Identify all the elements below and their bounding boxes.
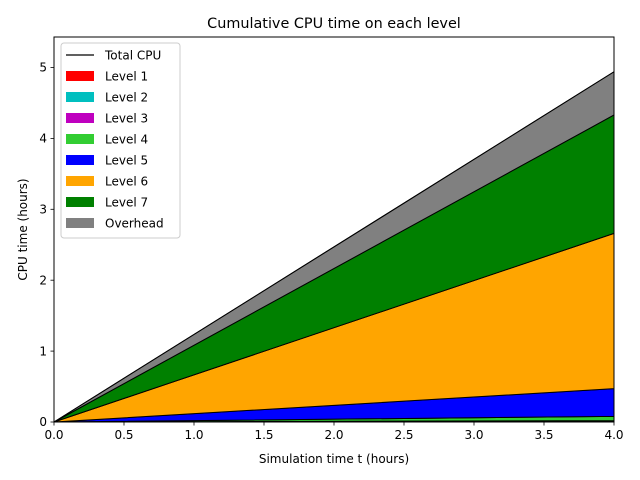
- legend-entry-overhead: Overhead: [66, 216, 164, 230]
- legend-label: Level 1: [105, 69, 148, 83]
- legend-label: Level 6: [105, 174, 148, 188]
- x-tick-label: 3.0: [464, 428, 483, 442]
- x-tick-label: 1.5: [254, 428, 273, 442]
- y-tick-label: 4: [39, 132, 47, 146]
- legend-entry-level-5: Level 5: [66, 153, 148, 167]
- y-axis-label: CPU time (hours): [16, 178, 30, 280]
- y-tick-label: 5: [39, 61, 47, 75]
- legend-color-swatch: [66, 134, 94, 144]
- legend-label: Level 3: [105, 111, 148, 125]
- legend-entry-level-2: Level 2: [66, 90, 148, 104]
- legend-color-swatch: [66, 176, 94, 186]
- legend-label: Level 2: [105, 90, 148, 104]
- legend-label: Level 5: [105, 153, 148, 167]
- y-tick-label: 0: [39, 415, 47, 429]
- legend-color-swatch: [66, 92, 94, 102]
- legend-entry-level-6: Level 6: [66, 174, 148, 188]
- x-tick-label: 4.0: [604, 428, 623, 442]
- legend-frame: [60, 42, 181, 239]
- legend-entry-level-3: Level 3: [66, 111, 148, 125]
- legend-label: Level 4: [105, 132, 148, 146]
- legend-entry-level-1: Level 1: [66, 69, 148, 83]
- total-line-layer: [53, 71, 615, 423]
- x-tick-label: 0.5: [114, 428, 133, 442]
- chart-title: Cumulative CPU time on each level: [207, 16, 461, 32]
- legend-label: Level 7: [105, 195, 148, 209]
- x-tick-label: 1.0: [184, 428, 203, 442]
- x-tick-label: 3.5: [534, 428, 553, 442]
- legend-entry-level-7: Level 7: [66, 195, 148, 209]
- y-tick-label: 3: [39, 202, 47, 216]
- y-tick-label: 2: [39, 273, 47, 287]
- x-axis-label: Simulation time t (hours): [259, 452, 409, 466]
- legend-label: Total CPU: [104, 48, 161, 62]
- legend-color-swatch: [66, 197, 94, 207]
- y-tick-label: 1: [39, 344, 47, 358]
- total-cpu-line: [53, 71, 615, 423]
- legend-label: Overhead: [105, 216, 164, 230]
- legend-color-swatch: [66, 71, 94, 81]
- legend-entry-total-cpu: Total CPU: [66, 48, 161, 62]
- x-tick-label: 2.0: [324, 428, 343, 442]
- y-ticks: 0 1 2 3 4 5: [39, 61, 54, 429]
- legend-entry-level-4: Level 4: [66, 132, 148, 146]
- legend-color-swatch: [66, 113, 94, 123]
- legend: Total CPU Level 1 Level 2 Level 3 Level 4 Lev…: [60, 42, 181, 239]
- x-tick-label: 2.5: [394, 428, 413, 442]
- legend-color-swatch: [66, 218, 94, 228]
- x-tick-label: 0.0: [44, 428, 63, 442]
- legend-color-swatch: [66, 155, 94, 165]
- x-ticks: 0.0 0.5 1.0 1.5 2.0 2.5 3.0 3.5 4.0: [44, 422, 624, 442]
